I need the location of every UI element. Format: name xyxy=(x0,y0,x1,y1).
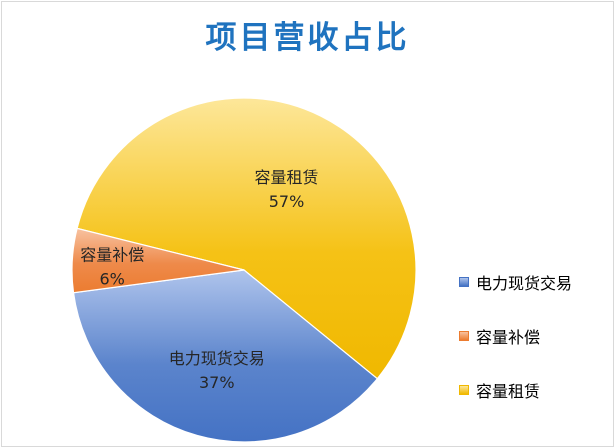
slice-capacity-compensation xyxy=(71,227,245,294)
label-spot-trading-percent: 37% xyxy=(199,373,235,392)
legend-swatch-capacity-compensation xyxy=(459,331,469,341)
label-capacity-compensation-percent: 6% xyxy=(100,270,125,289)
label-capacity-leasing-name: 容量租赁 xyxy=(255,168,319,187)
label-spot-trading-name: 电力现货交易 xyxy=(169,349,265,368)
label-capacity-compensation-name: 容量补偿 xyxy=(80,246,144,265)
legend-swatch-capacity-leasing xyxy=(459,385,469,395)
legend-label-capacity-compensation: 容量补偿 xyxy=(476,328,541,347)
chart-title: 项目营收占比 xyxy=(205,20,410,56)
slice-capacity-leasing xyxy=(76,97,417,380)
legend-label-capacity-leasing: 容量租赁 xyxy=(476,382,541,401)
legend-swatch-spot-trading xyxy=(459,277,469,287)
label-capacity-leasing-percent: 57% xyxy=(269,192,305,211)
legend-item-capacity-compensation: 容量补偿 xyxy=(459,322,572,350)
legend-item-capacity-leasing: 容量租赁 xyxy=(459,376,572,404)
legend-label-spot-trading: 电力现货交易 xyxy=(476,274,573,293)
legend: 电力现货交易 容量补偿 容量租赁 xyxy=(459,268,572,430)
legend-item-spot-trading: 电力现货交易 xyxy=(459,268,572,296)
slice-spot-trading xyxy=(72,269,379,443)
